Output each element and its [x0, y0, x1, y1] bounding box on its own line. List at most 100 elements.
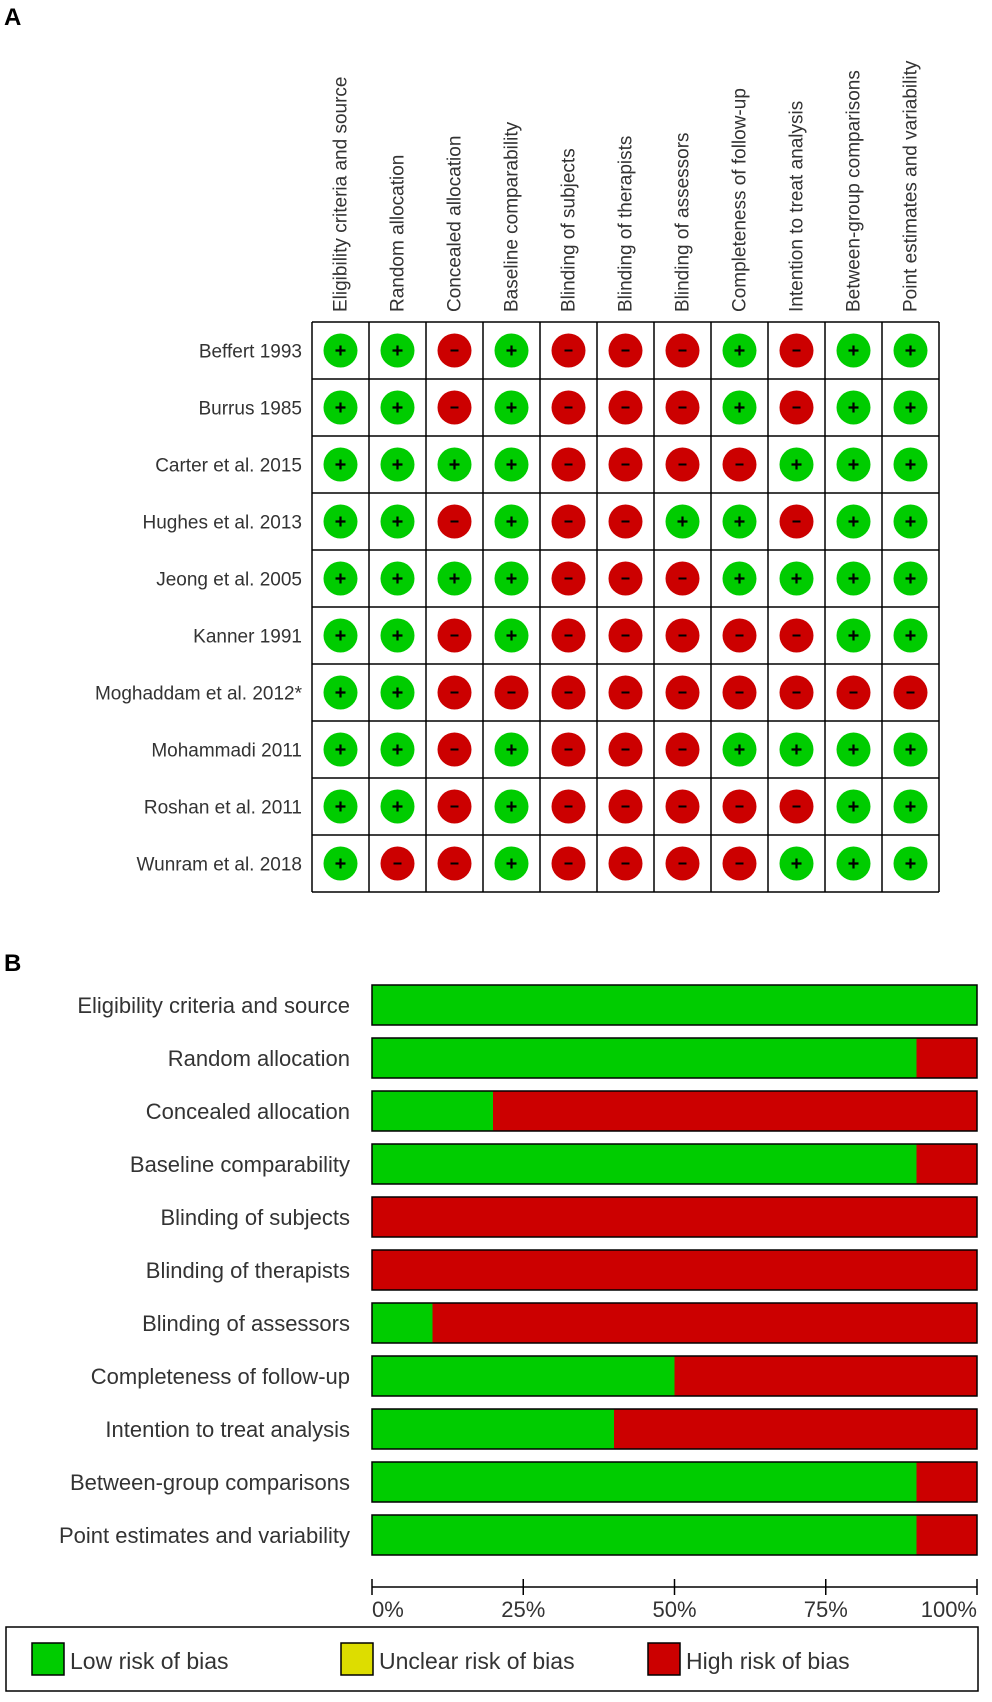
category-label: Blinding of assessors	[142, 1311, 350, 1336]
plus-icon	[677, 516, 688, 527]
column-header: Baseline comparability	[502, 121, 523, 312]
study-label: Carter et al. 2015	[155, 456, 302, 477]
bar-outline	[371, 1143, 978, 1185]
plus-icon	[506, 858, 517, 869]
category-label: Concealed allocation	[146, 1099, 350, 1124]
plus-icon	[734, 516, 745, 527]
plus-icon	[392, 630, 403, 641]
bar-outline	[371, 1461, 978, 1503]
column-header: Blinding of assessors	[673, 132, 694, 312]
low-risk-segment	[372, 985, 977, 1025]
plus-icon	[848, 744, 859, 755]
plus-icon	[506, 801, 517, 812]
plus-icon	[905, 630, 916, 641]
plus-icon	[506, 630, 517, 641]
low-risk-segment	[372, 1515, 917, 1555]
study-label: Burrus 1985	[198, 399, 302, 420]
legend-label: High risk of bias	[686, 1648, 850, 1674]
plus-icon	[335, 345, 346, 356]
high-risk-segment	[493, 1091, 977, 1131]
high-risk-segment	[372, 1250, 977, 1290]
plus-icon	[392, 801, 403, 812]
study-label: Hughes et al. 2013	[142, 513, 302, 534]
legend-swatch-low	[31, 1642, 65, 1676]
plus-icon	[449, 459, 460, 470]
column-header: Completeness of follow-up	[730, 88, 751, 312]
plus-icon	[905, 573, 916, 584]
low-risk-segment	[372, 1462, 917, 1502]
bar-outline	[371, 1196, 978, 1238]
study-label: Roshan et al. 2011	[144, 798, 302, 819]
category-label: Random allocation	[168, 1046, 350, 1071]
plus-icon	[392, 687, 403, 698]
plus-icon	[335, 858, 346, 869]
column-header: Point estimates and variability	[901, 60, 922, 312]
column-header: Intention to treat analysis	[787, 101, 808, 312]
plus-icon	[506, 516, 517, 527]
bar-outline	[371, 1037, 978, 1079]
low-risk-segment	[372, 1409, 614, 1449]
plus-icon	[848, 459, 859, 470]
panel-a-label: A	[4, 4, 22, 31]
plus-icon	[335, 516, 346, 527]
plus-icon	[848, 630, 859, 641]
category-label: Between-group comparisons	[70, 1470, 350, 1495]
study-label: Beffert 1993	[199, 342, 302, 363]
category-label: Intention to treat analysis	[105, 1417, 350, 1442]
bar-outline	[371, 1408, 978, 1450]
plus-icon	[848, 573, 859, 584]
bar-outline	[371, 1302, 978, 1344]
plus-icon	[848, 858, 859, 869]
plus-icon	[392, 459, 403, 470]
legend-label: Low risk of bias	[70, 1648, 229, 1674]
category-label: Point estimates and variability	[59, 1523, 350, 1548]
plus-icon	[506, 402, 517, 413]
column-header: Eligibility criteria and source	[331, 77, 352, 313]
legend-swatch-high	[647, 1642, 681, 1676]
legend-swatch-unclear	[340, 1642, 374, 1676]
plus-icon	[392, 402, 403, 413]
column-header: Concealed allocation	[445, 136, 466, 312]
plus-icon	[791, 459, 802, 470]
x-tick-label: 75%	[804, 1597, 848, 1622]
column-header: Blinding of therapists	[616, 136, 637, 312]
plus-icon	[392, 744, 403, 755]
plus-icon	[734, 744, 745, 755]
panel-b-label: B	[4, 950, 22, 977]
column-header: Blinding of subjects	[559, 148, 580, 312]
study-label: Wunram et al. 2018	[137, 855, 302, 876]
category-label: Baseline comparability	[130, 1152, 350, 1177]
low-risk-segment	[372, 1091, 493, 1131]
column-header: Random allocation	[388, 155, 409, 312]
x-tick-label: 25%	[501, 1597, 545, 1622]
plus-icon	[734, 345, 745, 356]
low-risk-segment	[372, 1038, 917, 1078]
plus-icon	[506, 744, 517, 755]
plus-icon	[905, 345, 916, 356]
x-tick-label: 50%	[652, 1597, 696, 1622]
plus-icon	[905, 858, 916, 869]
plus-icon	[848, 402, 859, 413]
risk-of-bias-grid: Eligibility criteria and source Random al…	[95, 60, 940, 893]
plus-icon	[734, 402, 745, 413]
high-risk-segment	[614, 1409, 977, 1449]
bar-outline	[371, 984, 978, 1026]
plus-icon	[848, 801, 859, 812]
plus-icon	[905, 402, 916, 413]
plus-icon	[506, 459, 517, 470]
plus-icon	[791, 858, 802, 869]
bar-outline	[371, 1514, 978, 1556]
study-label: Jeong et al. 2005	[156, 570, 302, 591]
study-label: Moghaddam et al. 2012*	[95, 684, 303, 705]
plus-icon	[335, 573, 346, 584]
high-risk-segment	[916, 1515, 977, 1555]
plus-icon	[335, 744, 346, 755]
legend-label: Unclear risk of bias	[379, 1648, 575, 1674]
x-tick-label: 0%	[372, 1597, 404, 1622]
bar-outline	[371, 1090, 978, 1132]
plus-icon	[791, 744, 802, 755]
high-risk-segment	[916, 1462, 977, 1502]
legend-box	[5, 1626, 979, 1692]
category-label: Blinding of subjects	[160, 1205, 350, 1230]
